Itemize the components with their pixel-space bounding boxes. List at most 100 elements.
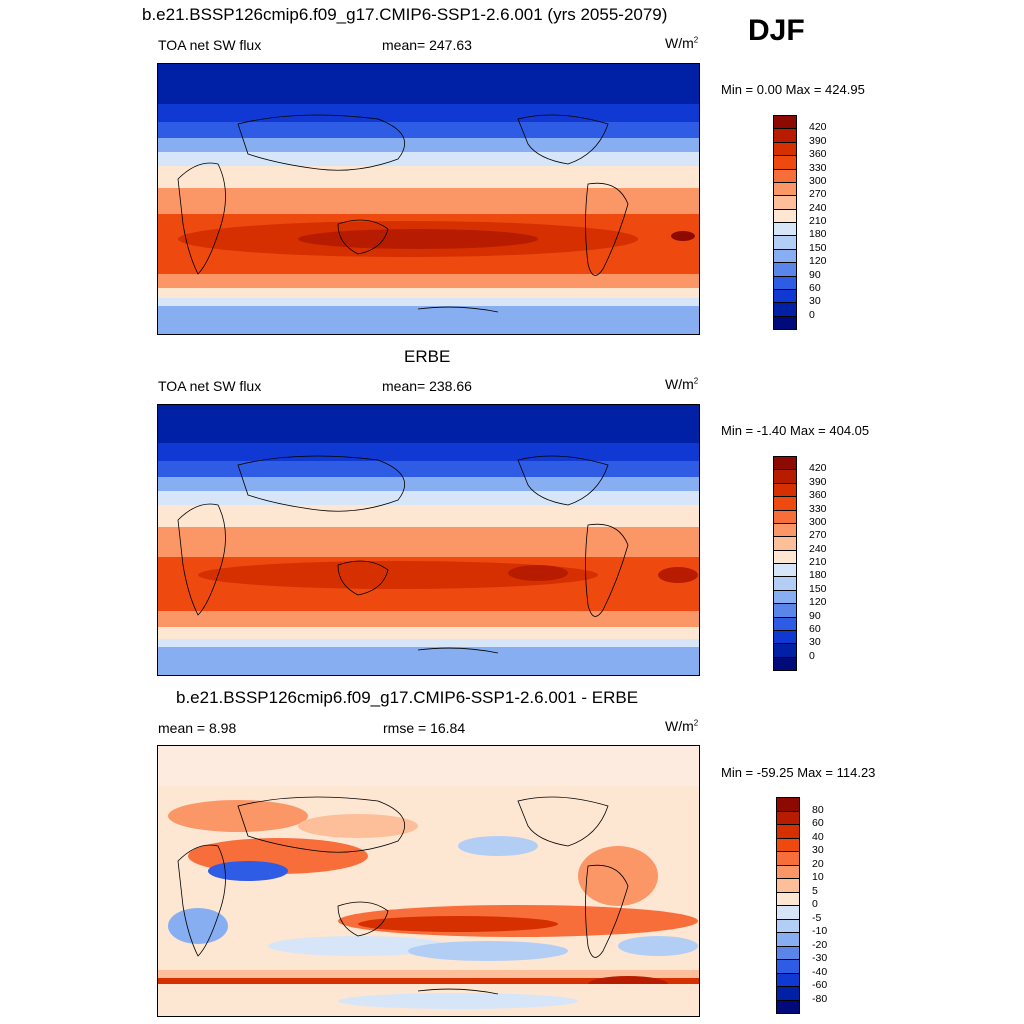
colorbar-box [773,456,797,471]
panel3-units-label: W/m2 [665,718,699,734]
colorbar-label: -10 [812,925,828,937]
colorbar-label: 120 [809,255,827,268]
colorbar-label: 150 [809,241,827,254]
colorbar-box [773,656,797,671]
colorbar-label: -5 [812,911,822,924]
panel2-mean-label: mean= 238.66 [382,378,472,394]
panel3-mean-label: mean = 8.98 [158,720,237,736]
colorbar-label: -20 [812,938,828,951]
colorbar-box [773,155,797,170]
panel2-map [157,404,700,676]
colorbar-label: 210 [809,556,827,568]
colorbar-label: 80 [812,803,824,816]
colorbar-box [776,945,800,960]
colorbar-label: 60 [809,622,821,635]
colorbar-label: 390 [809,134,827,147]
colorbar-box [773,469,797,484]
colorbar-box [776,918,800,933]
colorbar-box [773,629,797,645]
colorbar-label: 330 [809,161,827,174]
colorbar-box [773,536,797,551]
colorbar-box [773,549,797,564]
colorbar-box [773,115,797,130]
colorbar-box [773,181,797,197]
colorbar-label: 10 [812,871,824,883]
panel1-colorbar: 420 390 360 330 300 270 240 210 180 150 120 90 60 30 0 [773,115,833,330]
colorbar-label: 150 [809,582,827,595]
colorbar-box [773,248,797,264]
colorbar-box [773,563,797,578]
colorbar-label: 240 [809,201,827,214]
panel3-minmax-label: Min = -59.25 Max = 114.23 [721,765,876,780]
colorbar-box [773,128,797,143]
colorbar-label: 0 [809,308,815,321]
colorbar-box [776,986,800,1001]
colorbar-label: 60 [809,281,821,294]
colorbar-box [773,222,797,237]
panel1-units-label: W/m2 [665,35,699,51]
colorbar-label: 60 [812,817,824,829]
colorbar-box [776,851,800,866]
panel2-units-label: W/m2 [665,376,699,392]
colorbar-label: 0 [812,898,818,910]
colorbar-label: 420 [809,462,827,475]
colorbar-box [776,891,800,906]
colorbar-label: 90 [809,268,821,281]
colorbar-label: 90 [809,609,821,622]
colorbar-box [776,999,800,1014]
panel3-map [157,745,700,1017]
colorbar-box [773,522,797,538]
colorbar-box [776,810,800,825]
colorbar-label: 240 [809,542,827,555]
colorbar-box [773,643,797,658]
colorbar-label: 210 [809,215,827,227]
colorbar-box [773,482,797,498]
colorbar-box [773,275,797,290]
colorbar-box [773,496,797,511]
colorbar-box [776,959,800,974]
colorbar-label: 360 [809,148,827,161]
colorbar-box [776,824,800,839]
panel2-title: ERBE [404,347,451,366]
colorbar-box [776,797,800,812]
colorbar-label: 30 [809,295,821,308]
colorbar-box [773,168,797,183]
panel3-colorbar: 80 60 40 30 20 10 5 0 -5 -10 -20 -30 -40 -60 -80 [776,797,836,1014]
colorbar-label: 0 [809,649,815,662]
panel2-colorbar: 420 390 360 330 300 270 240 210 180 150 120 90 60 30 0 [773,456,833,671]
panel1-variable-label: TOA net SW flux [158,37,262,53]
colorbar-label: 360 [809,489,827,502]
colorbar-label: 180 [809,228,827,241]
colorbar-label: -60 [812,979,828,991]
colorbar-label: 20 [812,857,824,870]
colorbar-box [776,972,800,987]
colorbar-label: 120 [809,596,827,609]
colorbar-box [773,195,797,210]
colorbar-box [773,603,797,618]
colorbar-box [773,576,797,591]
colorbar-label: 300 [809,174,827,187]
colorbar-box [773,302,797,317]
colorbar-label: 180 [809,569,827,582]
panel1-minmax-label: Min = 0.00 Max = 424.95 [721,82,865,97]
colorbar-label: 270 [809,188,827,201]
panel2-variable-label: TOA net SW flux [158,378,262,394]
colorbar-label: 5 [812,884,818,897]
panel1-mean-label: mean= 247.63 [382,37,472,53]
panel1-map [157,63,700,335]
colorbar-box [776,932,800,947]
colorbar-label: 300 [809,515,827,528]
colorbar-label: -40 [812,965,828,978]
colorbar-box [773,509,797,524]
colorbar-box [776,864,800,879]
colorbar-box [773,235,797,250]
colorbar-label: 330 [809,502,827,515]
colorbar-box [773,141,797,157]
colorbar-label: -80 [812,992,828,1005]
colorbar-box [773,589,797,605]
season-label: DJF [748,14,805,47]
colorbar-label: 30 [809,636,821,649]
colorbar-box [776,878,800,893]
panel3-rmse-label: rmse = 16.84 [383,720,466,736]
colorbar-label: 40 [812,830,824,843]
